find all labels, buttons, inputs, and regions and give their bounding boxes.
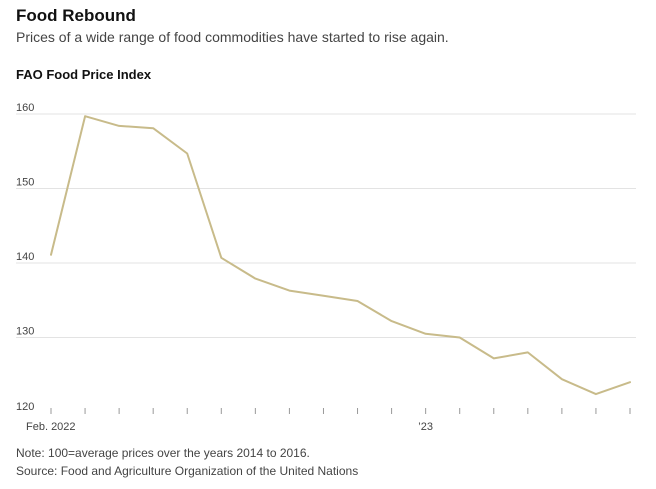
series-line-fao-food-price-index [50,115,631,396]
x-tick-label-11: ’23 [418,421,433,433]
chart-headline: Food Rebound [16,6,136,25]
x-axis-labels: Feb. 2022 ’23 [26,421,433,433]
chart-note: Note: 100=average prices over the years … [16,446,310,460]
x-axis-ticks [50,408,631,414]
y-tick-label-150: 150 [16,177,34,189]
grid-layer [16,113,636,338]
y-axis-labels: 120 130 140 150 160 [16,102,34,413]
x-tick-label-0: Feb. 2022 [26,421,76,433]
chart-title: FAO Food Price Index [16,67,152,82]
y-tick-label-130: 130 [16,326,34,338]
chart-source: Source: Food and Agriculture Organizatio… [16,464,359,478]
chart-subtitle: Prices of a wide range of food commoditi… [16,29,449,45]
y-tick-label-120: 120 [16,401,34,413]
y-tick-label-160: 160 [16,102,34,114]
y-tick-label-140: 140 [16,251,34,263]
